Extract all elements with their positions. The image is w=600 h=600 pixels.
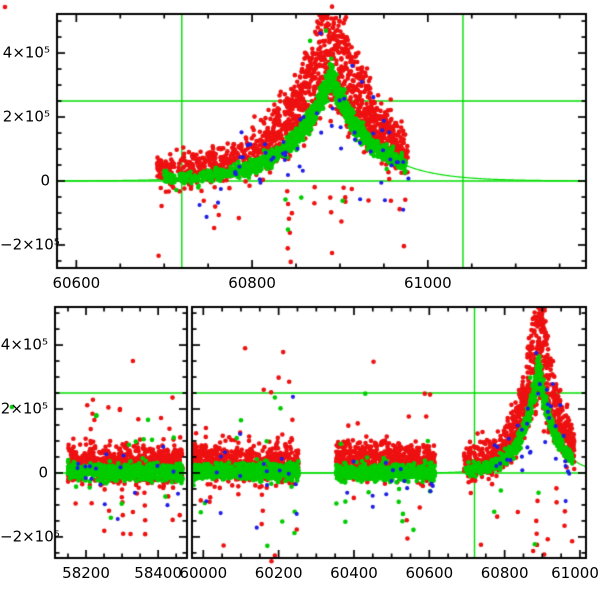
light-curve-figure: 60600 60800 61000 −2×10⁵ 0 2×10⁵ 4×10⁵ 58200 584…	[0, 0, 600, 600]
scatter-plot-canvas	[0, 0, 600, 600]
